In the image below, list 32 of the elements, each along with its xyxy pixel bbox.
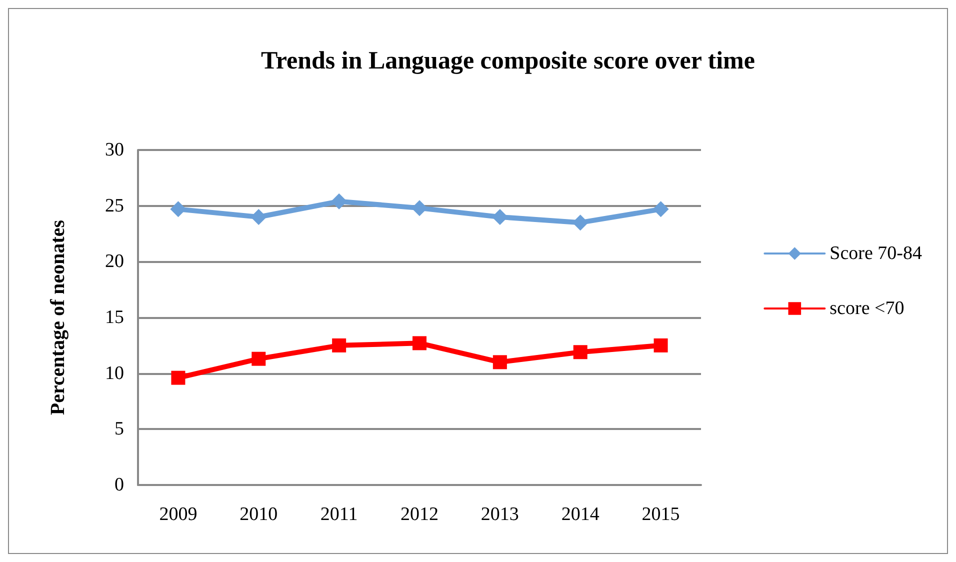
chart-title: Trends in Language composite score over time <box>261 48 755 74</box>
y-tick-label: 10 <box>105 362 124 384</box>
y-tick-label: 5 <box>114 418 124 440</box>
y-tick-label: 20 <box>105 251 124 272</box>
y-tick-label: 30 <box>105 140 124 160</box>
point <box>250 209 267 225</box>
x-tick-label: 2011 <box>320 504 358 525</box>
point <box>331 193 348 210</box>
y-tick-label: 25 <box>105 195 124 216</box>
x-tick-label: 2010 <box>240 504 278 525</box>
x-tick-label: 2013 <box>480 504 519 525</box>
point <box>171 370 186 385</box>
x-tick-label: 2012 <box>400 504 438 525</box>
y-tick-label: 0 <box>114 474 124 496</box>
point <box>412 200 428 216</box>
point <box>654 338 668 352</box>
y-tick-label: 15 <box>105 307 124 328</box>
point <box>332 338 346 352</box>
point <box>412 336 426 350</box>
point <box>652 201 669 218</box>
point <box>573 345 588 360</box>
point <box>572 214 588 231</box>
point <box>252 352 266 366</box>
x-tick-label: 2014 <box>561 504 600 525</box>
legend-label: score <70 <box>830 298 904 319</box>
point <box>492 209 508 225</box>
point <box>492 355 507 370</box>
legend-label: Score 70-84 <box>830 243 922 264</box>
point <box>170 201 186 218</box>
x-tick-label: 2009 <box>159 504 198 525</box>
x-tick-label: 2015 <box>642 504 680 525</box>
y-axis-title: Percentage of neonates <box>47 220 69 416</box>
